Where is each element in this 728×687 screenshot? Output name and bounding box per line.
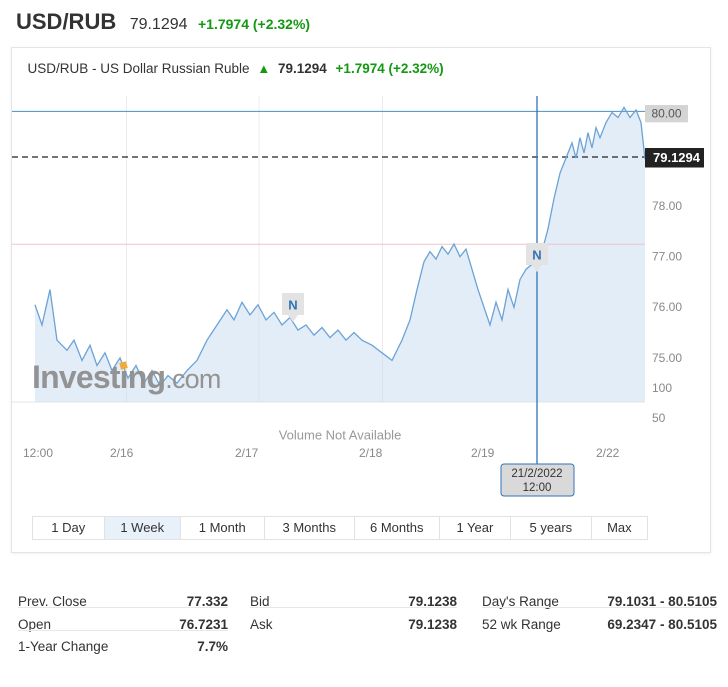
- svg-text:N: N: [288, 298, 297, 313]
- svg-text:100: 100: [652, 381, 672, 395]
- svg-text:2/17: 2/17: [235, 446, 259, 460]
- svg-text:77.00: 77.00: [652, 250, 682, 264]
- svg-text:50: 50: [652, 411, 666, 425]
- svg-text:21/2/2022: 21/2/2022: [511, 468, 562, 480]
- svg-text:2/19: 2/19: [471, 446, 495, 460]
- svg-text:80.00: 80.00: [651, 106, 681, 120]
- svg-text:2/18: 2/18: [359, 446, 383, 460]
- svg-text:79.1294: 79.1294: [653, 150, 701, 165]
- svg-text:2/22: 2/22: [596, 446, 620, 460]
- svg-text:Volume Not Available: Volume Not Available: [278, 428, 401, 443]
- svg-text:75.00: 75.00: [652, 351, 682, 365]
- svg-text:76.00: 76.00: [652, 300, 682, 314]
- svg-text:N: N: [532, 248, 541, 263]
- svg-text:2/16: 2/16: [110, 446, 134, 460]
- svg-text:12:00: 12:00: [23, 446, 53, 460]
- svg-text:12:00: 12:00: [522, 482, 551, 494]
- svg-text:78.00: 78.00: [652, 199, 682, 213]
